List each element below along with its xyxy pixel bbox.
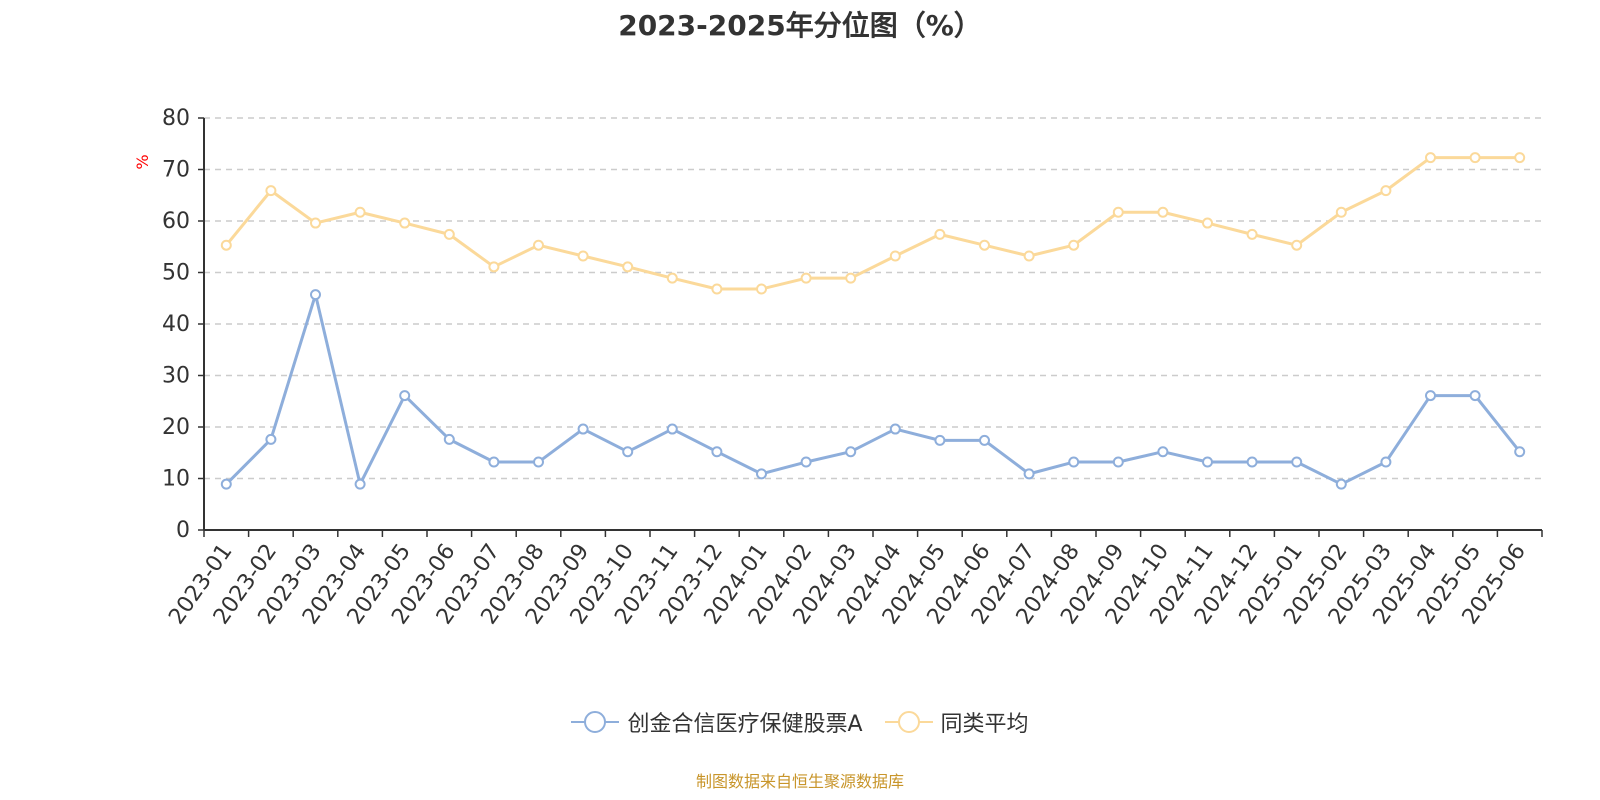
- line-chart: 01020304050607080%2023-012023-022023-032…: [133, 106, 1543, 629]
- legend-label-average: 同类平均: [940, 712, 1029, 737]
- data-point-1: [1246, 228, 1258, 240]
- data-point-1: [577, 250, 589, 262]
- data-point-1: [1202, 217, 1213, 229]
- data-point-0: [533, 456, 544, 468]
- y-axis-label: %: [133, 154, 152, 169]
- data-point-0: [265, 433, 277, 445]
- data-point-1: [1291, 239, 1303, 251]
- legend-line-circle-icon: [571, 710, 620, 734]
- legend-item-average[interactable]: 同类平均: [884, 706, 1029, 738]
- legend: 创金合信医疗保健股票A 同类平均: [0, 705, 1600, 739]
- data-point-0: [1335, 478, 1347, 490]
- data-point-1: [1335, 206, 1347, 218]
- data-point-1: [354, 206, 366, 218]
- y-tick-label: 50: [162, 261, 190, 286]
- data-point-0: [979, 434, 990, 446]
- data-point-0: [1469, 390, 1481, 402]
- data-point-1: [711, 283, 723, 295]
- data-point-0: [1425, 390, 1436, 402]
- data-point-0: [1157, 446, 1169, 458]
- data-point-0: [666, 423, 678, 435]
- data-point-0: [800, 456, 812, 468]
- series-line-0: [225, 293, 1521, 486]
- data-point-0: [1246, 456, 1258, 468]
- data-point-1: [800, 272, 812, 284]
- data-point-1: [845, 272, 857, 284]
- data-point-1: [1469, 152, 1481, 164]
- data-point-1: [1068, 239, 1080, 251]
- data-point-1: [1380, 185, 1392, 197]
- data-point-0: [1023, 468, 1035, 480]
- data-point-1: [1023, 250, 1035, 262]
- data-point-0: [577, 423, 589, 435]
- data-point-1: [399, 217, 411, 229]
- data-point-1: [889, 250, 901, 262]
- data-point-1: [666, 272, 678, 284]
- data-point-0: [1068, 456, 1080, 468]
- y-tick-label: 70: [162, 158, 190, 183]
- y-tick-label: 40: [162, 312, 190, 337]
- data-point-0: [711, 446, 723, 458]
- y-tick-label: 20: [162, 415, 190, 440]
- data-point-1: [979, 239, 990, 251]
- data-point-1: [756, 283, 767, 295]
- data-point-0: [399, 390, 411, 402]
- y-tick-label: 10: [162, 467, 190, 492]
- data-point-0: [756, 468, 767, 480]
- data-point-1: [488, 261, 500, 273]
- data-point-1: [1425, 152, 1436, 164]
- data-point-1: [1112, 206, 1124, 218]
- data-point-1: [310, 217, 321, 229]
- y-tick-label: 80: [162, 106, 190, 131]
- legend-item-fund[interactable]: 创金合信医疗保健股票A: [571, 706, 863, 738]
- data-point-0: [1380, 456, 1392, 468]
- y-tick-label: 0: [176, 518, 190, 543]
- series-line-1: [225, 156, 1520, 291]
- data-point-0: [1514, 446, 1526, 458]
- data-point-1: [622, 261, 634, 273]
- legend-line-circle-icon: [884, 710, 933, 734]
- legend-label-fund: 创金合信医疗保健股票A: [627, 712, 863, 737]
- data-point-1: [533, 239, 544, 251]
- data-point-0: [220, 478, 232, 490]
- data-point-0: [889, 423, 901, 435]
- data-point-0: [934, 434, 946, 446]
- data-point-1: [1514, 152, 1526, 164]
- data-point-0: [1202, 456, 1213, 468]
- data-point-1: [1157, 206, 1169, 218]
- data-point-1: [265, 185, 277, 197]
- data-point-1: [220, 239, 232, 251]
- data-point-1: [443, 228, 455, 240]
- data-point-0: [488, 456, 500, 468]
- data-point-0: [1291, 456, 1303, 468]
- data-source-note: 制图数据来自恒生聚源数据库: [695, 772, 904, 791]
- data-point-0: [622, 446, 634, 458]
- data-point-0: [310, 289, 321, 301]
- chart-title: 2023-2025年分位图（%）: [618, 9, 982, 42]
- data-point-0: [1112, 456, 1124, 468]
- data-point-0: [354, 478, 366, 490]
- y-tick-label: 30: [162, 364, 190, 389]
- data-point-0: [845, 446, 857, 458]
- data-point-1: [934, 228, 946, 240]
- data-point-0: [443, 433, 455, 445]
- y-tick-label: 60: [162, 209, 190, 234]
